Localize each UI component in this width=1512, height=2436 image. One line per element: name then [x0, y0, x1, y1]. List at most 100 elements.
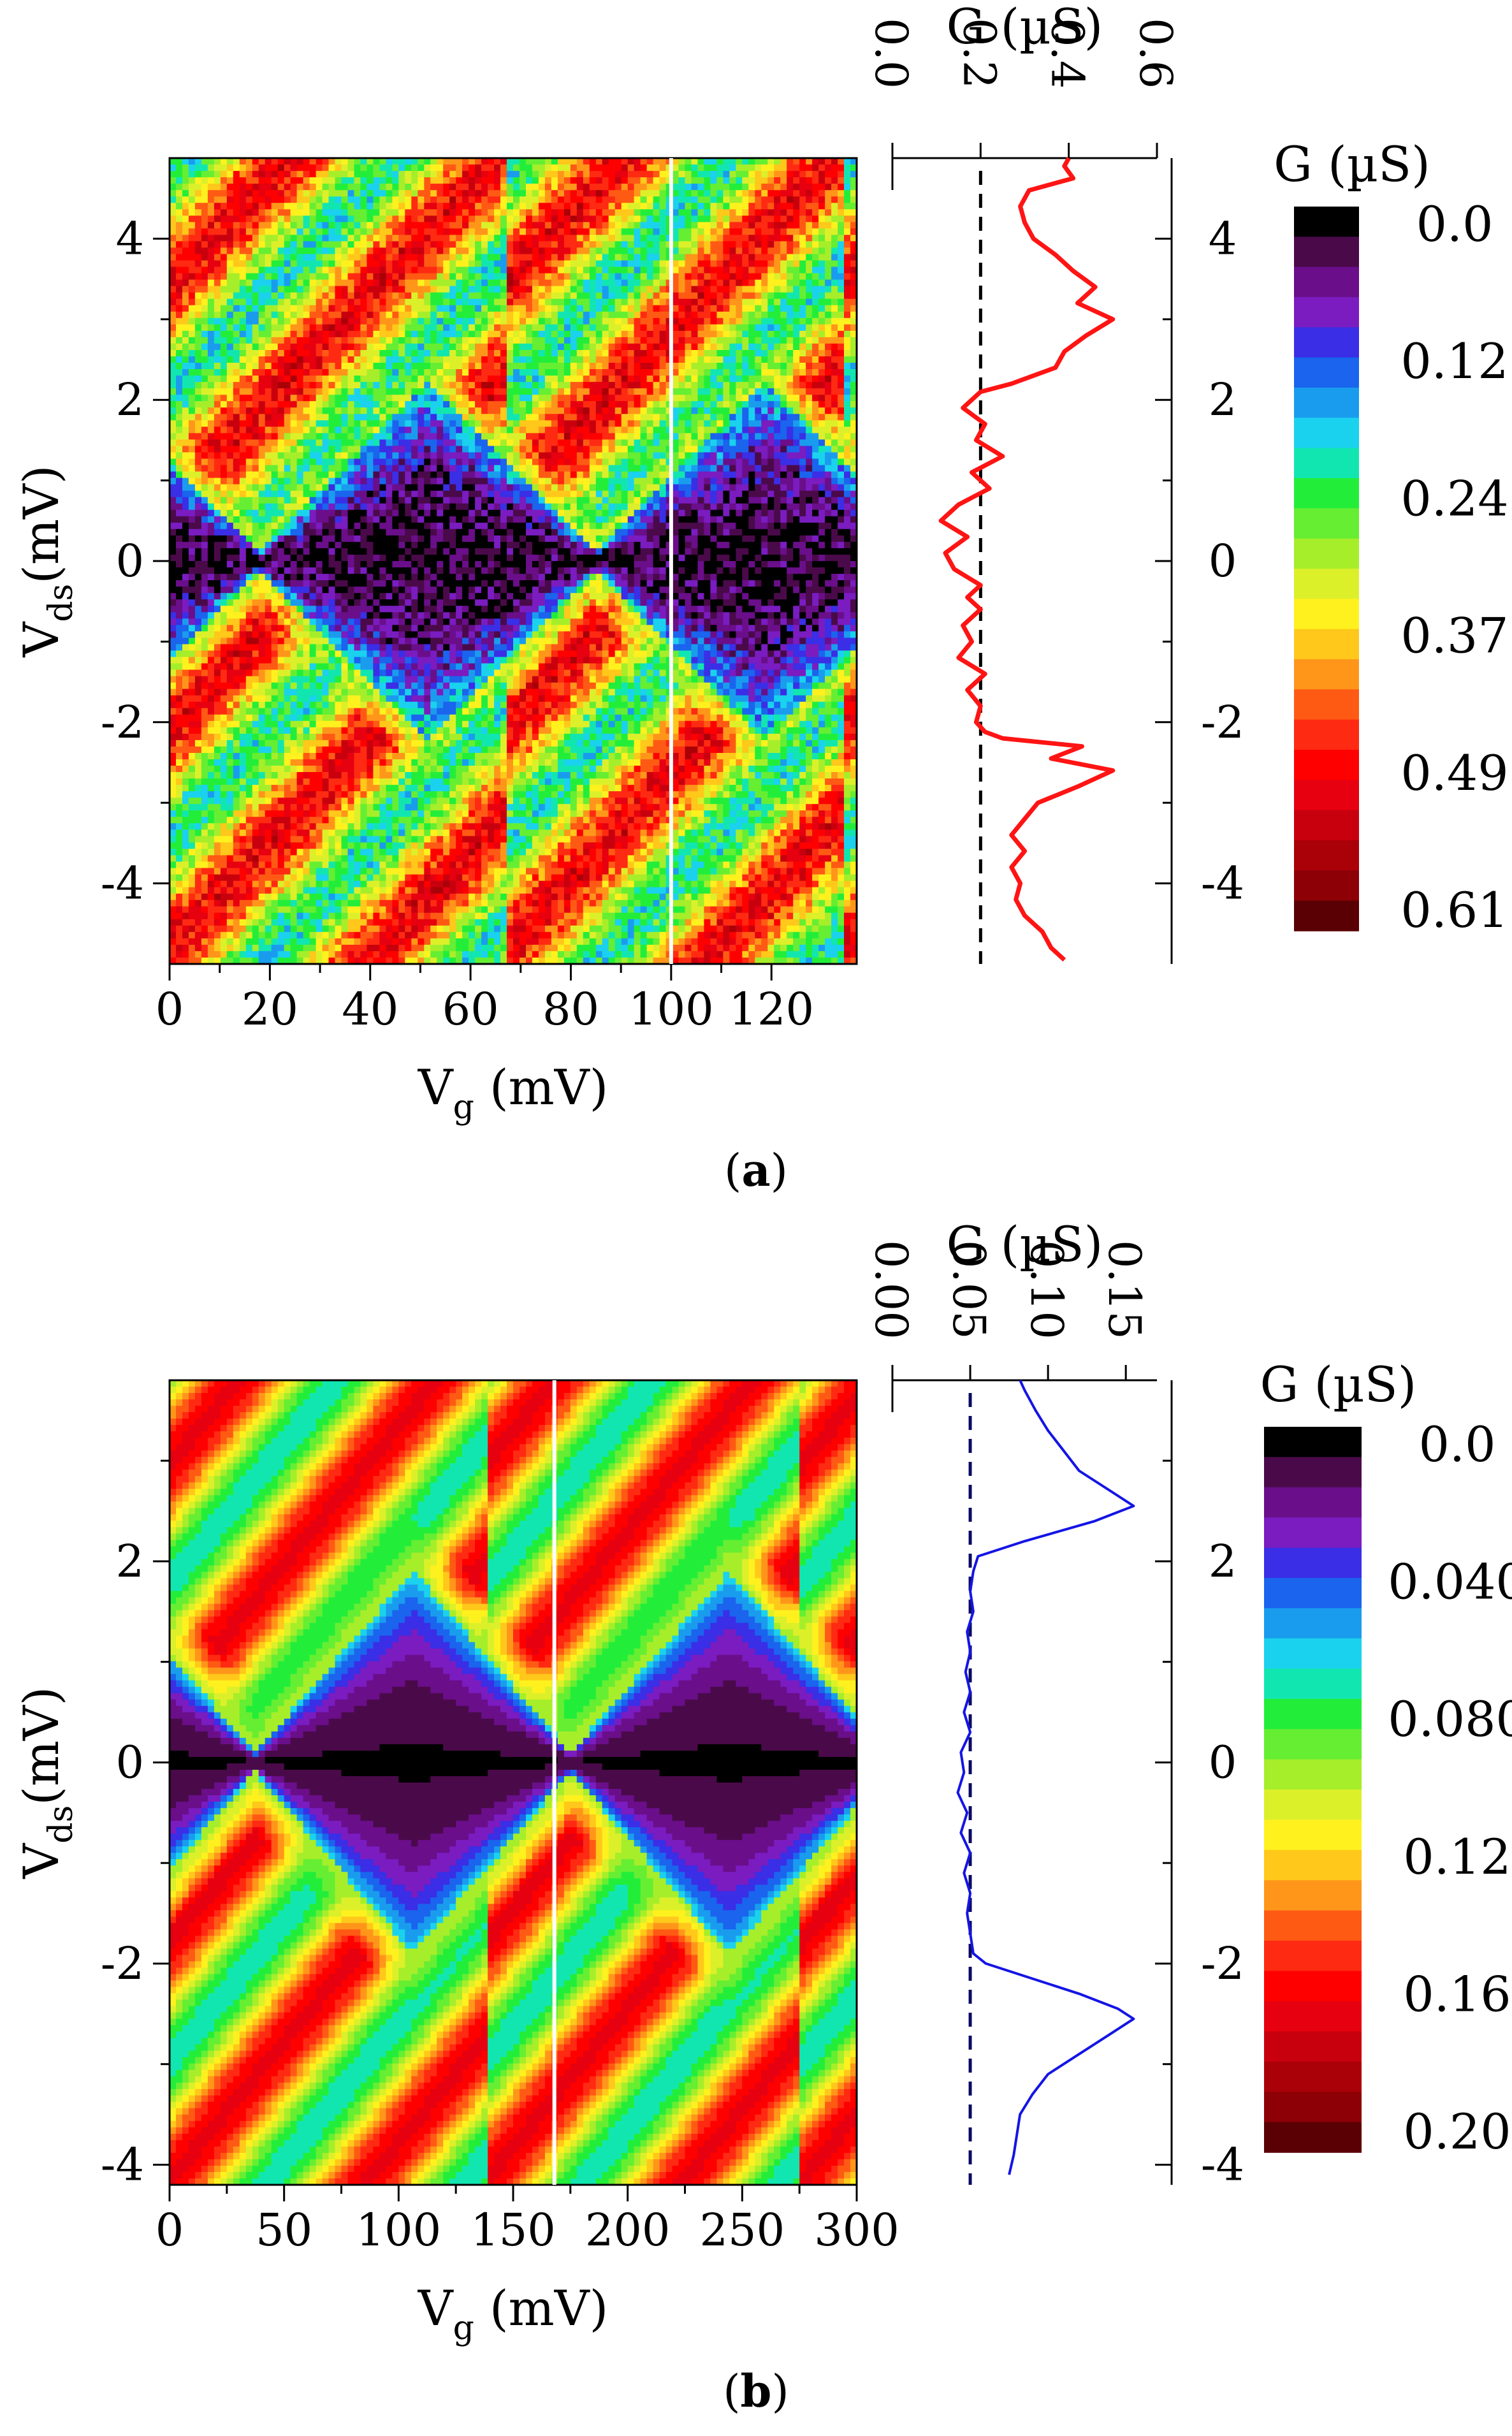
heatmap-cell: [214, 312, 221, 319]
heatmap-cell: [214, 907, 221, 914]
heatmap-cell: [240, 894, 247, 901]
heatmap-cell: [208, 849, 215, 856]
heatmap-cell: [170, 785, 177, 792]
heatmap-cell: [265, 184, 272, 191]
heatmap-cell: [233, 158, 240, 165]
heatmap-cell: [240, 171, 247, 178]
heatmap-cell: [170, 932, 177, 939]
heatmap-cell: [182, 778, 189, 785]
heatmap-cell: [259, 785, 266, 792]
heatmap-cell: [170, 894, 177, 901]
heatmap-cell: [227, 650, 234, 657]
heatmap-cell: [195, 657, 202, 664]
heatmap-cell: [208, 593, 215, 600]
heatmap-cell: [182, 631, 189, 638]
heatmap-cell: [214, 810, 221, 817]
heatmap-cell: [233, 612, 240, 619]
heatmap-cell: [233, 740, 240, 747]
heatmap-cell: [182, 868, 189, 875]
heatmap-cell: [252, 331, 259, 338]
heatmap-cell: [189, 561, 196, 568]
heatmap-cell: [233, 849, 240, 856]
heatmap-cell: [208, 734, 215, 741]
heatmap-cell: [246, 670, 253, 677]
heatmap-cell: [272, 504, 279, 511]
heatmap-cell: [259, 356, 266, 363]
heatmap-cell: [227, 593, 234, 600]
heatmap-cell: [233, 606, 240, 613]
heatmap-cell: [176, 881, 183, 888]
heatmap-cell: [265, 926, 272, 933]
heatmap-cell: [201, 951, 208, 958]
heatmap-cell: [246, 325, 253, 332]
heatmap-cell: [227, 625, 234, 632]
heatmap-cell: [208, 842, 215, 849]
heatmap-cell: [176, 951, 183, 958]
heatmap-cell: [227, 696, 234, 703]
heatmap-cell: [233, 772, 240, 779]
heatmap-cell: [201, 241, 208, 248]
heatmap-cell: [227, 561, 234, 568]
heatmap-cell: [240, 664, 247, 671]
heatmap-cell: [240, 241, 247, 248]
heatmap-cell: [189, 900, 196, 907]
heatmap-cell: [189, 196, 196, 203]
heatmap-cell: [195, 842, 202, 849]
heatmap-cell: [240, 555, 247, 562]
heatmap-cell: [233, 318, 240, 325]
heatmap-cell: [246, 561, 253, 568]
heatmap-cell: [201, 849, 208, 856]
heatmap-cell: [259, 753, 266, 760]
heatmap-cell: [246, 542, 253, 549]
heatmap-cell: [227, 823, 234, 830]
heatmap-cell: [240, 932, 247, 939]
heatmap-cell: [221, 215, 228, 222]
heatmap-cell: [221, 267, 228, 274]
heatmap-cell: [265, 439, 272, 446]
heatmap-cell: [208, 766, 215, 773]
heatmap-cell: [208, 900, 215, 907]
heatmap-cell: [252, 196, 259, 203]
heatmap-cell: [252, 759, 259, 766]
heatmap-cell: [208, 465, 215, 472]
heatmap-cell: [176, 785, 183, 792]
heatmap-cell: [240, 274, 247, 281]
heatmap-cell: [246, 510, 253, 517]
heatmap-cell: [182, 670, 189, 677]
heatmap-cell: [201, 529, 208, 536]
heatmap-cell: [208, 932, 215, 939]
heatmap-cell: [227, 478, 234, 485]
heatmap-cell: [201, 433, 208, 440]
heatmap-cell: [227, 606, 234, 613]
heatmap-cell: [189, 907, 196, 914]
heatmap-cell: [233, 836, 240, 843]
heatmap-cell: [265, 657, 272, 664]
heatmap-cell: [208, 644, 215, 651]
heatmap-cell: [170, 715, 177, 722]
heatmap-cell: [233, 516, 240, 523]
heatmap-cell: [233, 190, 240, 197]
heatmap-cell: [170, 350, 177, 357]
heatmap-cell: [221, 587, 228, 594]
heatmap-cell: [170, 849, 177, 856]
heatmap-cell: [195, 599, 202, 606]
heatmap-cell: [189, 951, 196, 958]
heatmap-cell: [227, 401, 234, 408]
heatmap-cell: [214, 350, 221, 357]
heatmap-cell: [227, 395, 234, 402]
heatmap-cell: [272, 171, 279, 178]
heatmap-cell: [201, 504, 208, 511]
heatmap-cell: [182, 804, 189, 811]
heatmap-cell: [252, 574, 259, 581]
heatmap-cell: [182, 721, 189, 728]
heatmap-cell: [246, 388, 253, 395]
heatmap-cell: [195, 887, 202, 894]
heatmap-cell: [240, 702, 247, 709]
heatmap-cell: [189, 875, 196, 882]
heatmap-cell: [208, 158, 215, 165]
heatmap-cell: [240, 363, 247, 370]
heatmap-cell: [201, 177, 208, 184]
heatmap-cell: [182, 945, 189, 952]
heatmap-cell: [259, 670, 266, 677]
heatmap-cell: [252, 817, 259, 824]
